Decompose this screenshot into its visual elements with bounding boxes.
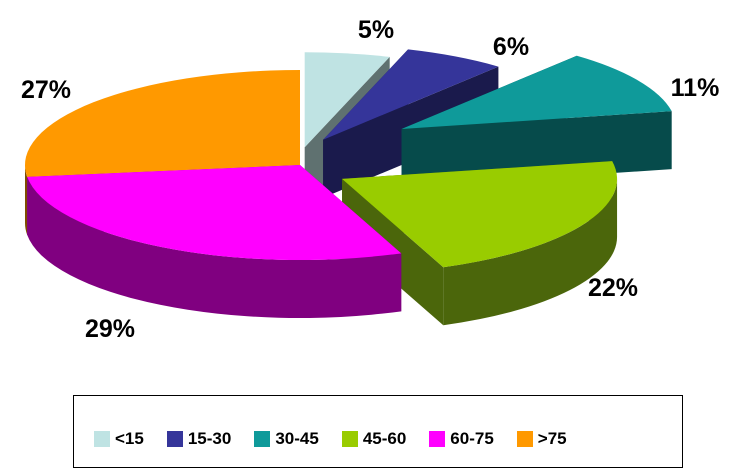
- legend-items: <15 15-30 30-45 45-60 60-75 >75: [94, 429, 590, 449]
- legend-swatch: [166, 431, 183, 447]
- data-label-3: 11%: [671, 74, 720, 102]
- data-label-5: 29%: [85, 315, 135, 343]
- data-label-2: 6%: [493, 33, 529, 61]
- data-label-6: 27%: [21, 76, 71, 104]
- legend-swatch: [94, 431, 110, 447]
- legend-item-5: 60-75: [429, 429, 494, 449]
- legend-label: 60-75: [450, 429, 494, 448]
- legend-label: 45-60: [362, 429, 407, 448]
- slice-6-side: [25, 165, 28, 235]
- legend-item-1: <15: [94, 429, 144, 449]
- legend-label: 30-45: [275, 429, 319, 448]
- pie-slice-tops: [24, 49, 672, 268]
- slice-4-45-60: [342, 161, 618, 268]
- data-label-1: 5%: [358, 16, 394, 44]
- legend-swatch: [429, 431, 446, 447]
- slice-1-<15: [304, 52, 390, 148]
- slice-5-side: [27, 176, 402, 319]
- slice-5-60-75: [27, 165, 402, 260]
- legend-item-3: 30-45: [254, 429, 319, 449]
- legend-swatch: [254, 431, 271, 447]
- legend-item-4: 45-60: [341, 429, 407, 449]
- data-label-4: 22%: [588, 274, 638, 302]
- legend-label: <15: [115, 429, 144, 448]
- legend-label: 15-30: [187, 429, 232, 448]
- legend: <15 15-30 30-45 45-60 60-75 >75: [73, 395, 683, 468]
- legend-swatch: [516, 431, 533, 447]
- pie-chart: 5% 6% 11% 22% 29% 27%: [21, 16, 719, 343]
- legend-item-2: 15-30: [166, 429, 232, 449]
- legend-label: >75: [537, 429, 567, 448]
- slice-6->75: [24, 70, 300, 177]
- legend-item-6: >75: [516, 429, 567, 449]
- legend-swatch: [341, 431, 358, 447]
- slice-3-30-45: [401, 55, 672, 129]
- slice-4-side: [443, 178, 618, 326]
- data-labels: 5% 6% 11% 22% 29% 27%: [21, 16, 719, 343]
- slice-2-15-30: [323, 49, 499, 140]
